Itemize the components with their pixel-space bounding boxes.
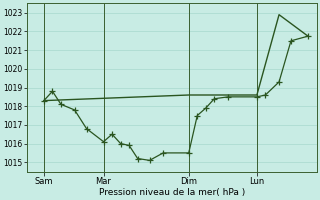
X-axis label: Pression niveau de la mer( hPa ): Pression niveau de la mer( hPa ) [99, 188, 245, 197]
